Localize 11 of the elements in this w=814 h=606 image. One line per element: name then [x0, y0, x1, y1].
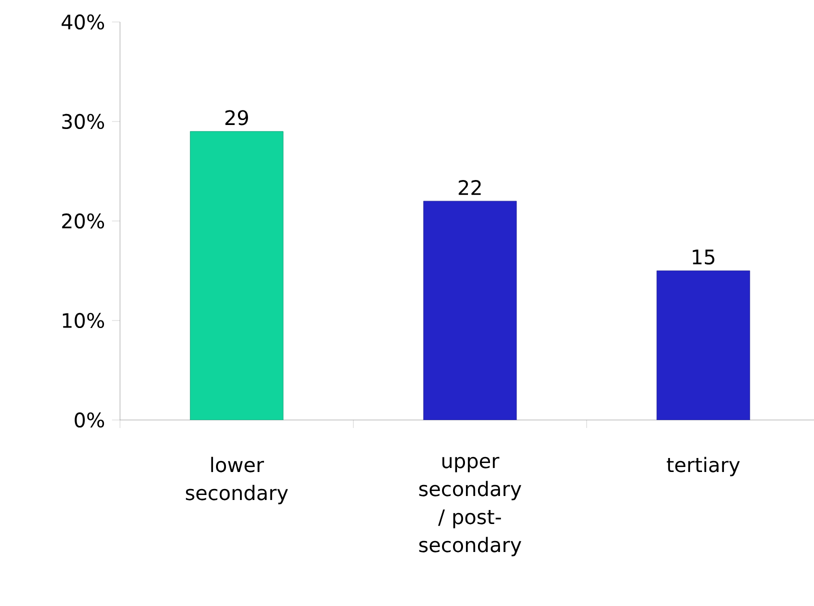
x-tick-label: tertiary	[666, 456, 740, 476]
y-tick-label: 40%	[62, 14, 104, 30]
y-tick-label: 0%	[74, 412, 104, 428]
data-label: 29	[225, 110, 248, 126]
data-label: 15	[692, 250, 714, 265]
y-tick-label: 20%	[62, 213, 104, 229]
data-label: 22	[458, 180, 481, 195]
x-tick-label: upper secondary / post-secondary	[419, 456, 522, 556]
x-tick-label: lower secondary	[186, 456, 288, 504]
y-tick-label: 30%	[62, 114, 104, 130]
y-tick-label: 10%	[62, 312, 104, 328]
